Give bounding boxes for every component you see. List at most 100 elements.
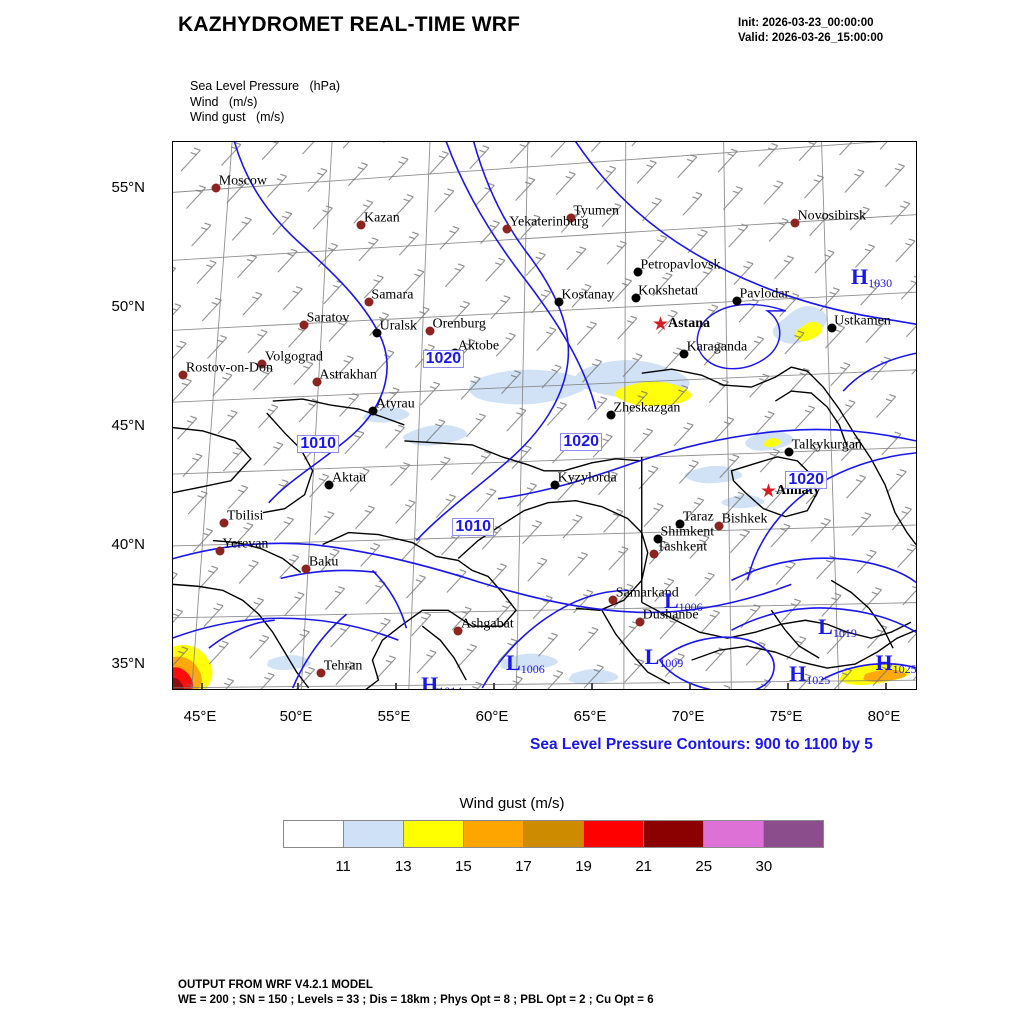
city-label: Ustkamen	[834, 313, 891, 329]
city-marker-astrakhan[interactable]: Astrakhan	[312, 368, 377, 387]
latitude-tick-label: 40°N	[111, 536, 145, 553]
city-marker-taraz[interactable]: Taraz	[675, 510, 714, 529]
low-pressure-center: L1006	[664, 588, 703, 615]
city-marker-kyzylorda[interactable]: Kyzylorda	[550, 471, 617, 490]
city-dot-icon	[790, 218, 800, 228]
colorbar-band-4	[523, 821, 583, 847]
city-marker-bishkek[interactable]: Bishkek	[714, 512, 767, 531]
city-marker-orenburg[interactable]: Orenburg	[425, 317, 486, 336]
city-marker-zheskazgan[interactable]: Zheskazgan	[606, 400, 680, 420]
city-dot-icon	[364, 297, 374, 307]
weather-map[interactable]: Moscow Kazan Tyumen Yekaterinburg Novosibirs…	[172, 141, 917, 690]
city-marker-volgograd[interactable]: Volgograd	[257, 350, 323, 369]
pressure-center-symbol: L	[818, 614, 833, 640]
city-marker-uralsk[interactable]: Uralsk	[372, 319, 417, 338]
city-marker-rostov-on-don[interactable]: Rostov-on-Don	[178, 360, 273, 380]
contour-label: 1010	[452, 517, 494, 536]
city-dot-icon	[827, 323, 837, 333]
city-dot-icon	[606, 410, 616, 420]
city-marker-tehran[interactable]: Tehran	[316, 659, 362, 678]
pressure-center-value: 1019	[832, 626, 857, 641]
city-marker-kazan[interactable]: Kazan	[356, 211, 400, 230]
city-label: Ashgabat	[460, 616, 514, 632]
city-dot-icon	[211, 183, 221, 193]
graticule	[173, 142, 916, 689]
city-dot-icon	[324, 480, 334, 490]
city-dot-icon	[608, 595, 618, 605]
city-marker-atyrau[interactable]: Atyrau	[368, 397, 415, 416]
city-marker-samara[interactable]: Samara	[364, 288, 413, 307]
variable-list: Sea Level Pressure (hPa) Wind (m/s) Wind…	[190, 79, 341, 124]
city-marker-ustkamen[interactable]: Ustkamen	[827, 313, 891, 333]
colorbar-title: Wind gust (m/s)	[459, 795, 565, 812]
page-title: KAZHYDROMET REAL-TIME WRF	[178, 13, 521, 36]
city-dot-icon	[425, 326, 435, 336]
city-label: Yerevan	[222, 536, 269, 552]
lon-tick-65	[591, 683, 593, 689]
city-label: Talkykurgan	[791, 437, 862, 453]
footer-line-2: WE = 200 ; SN = 150 ; Levels = 33 ; Dis …	[178, 994, 654, 1006]
city-marker-shimkent[interactable]: Shimkent	[653, 524, 714, 544]
pressure-center-symbol: H	[789, 660, 807, 686]
city-label: Tashkent	[656, 539, 708, 555]
city-label: Novosibirsk	[797, 208, 867, 224]
pressure-center-symbol: H	[850, 263, 869, 289]
colorbar-tick-label: 17	[515, 858, 532, 875]
city-dot-icon	[453, 626, 463, 636]
lon-tick-45	[201, 683, 203, 689]
low-pressure-center: L1006	[506, 650, 545, 677]
pressure-center-value: 1025	[806, 672, 831, 687]
city-dot-icon	[635, 617, 645, 627]
longitude-tick-label: 60°E	[475, 708, 509, 725]
city-dot-icon	[653, 534, 663, 544]
latitude-tick-label: 55°N	[111, 179, 145, 196]
city-label: Zheskazgan	[613, 400, 681, 416]
city-marker-yekaterinburg[interactable]: Yekaterinburg	[502, 215, 588, 234]
colorbar-band-8	[763, 821, 823, 847]
city-dot-icon	[372, 328, 382, 338]
lon-tick-60	[493, 683, 495, 689]
pressure-center-value: 1009	[659, 656, 684, 671]
lon-tick-55	[395, 683, 397, 689]
city-marker-karaganda[interactable]: Karaganda	[679, 339, 747, 359]
city-label: Samara	[371, 287, 414, 303]
city-label: Karaganda	[686, 339, 748, 355]
contour-label: 1020	[785, 471, 827, 490]
city-marker-tashkent[interactable]: Tashkent	[649, 539, 707, 559]
colorbar-tick-label: 11	[335, 858, 351, 875]
longitude-tick-label: 65°E	[573, 708, 607, 725]
city-label: Kyzylorda	[557, 470, 617, 486]
city-marker-talkykurgan[interactable]: Talkykurgan	[784, 438, 862, 457]
city-marker-petropavlovsk[interactable]: Petropavlovsk	[633, 257, 720, 277]
wind-barb-field	[173, 142, 916, 689]
pressure-center-symbol: L	[644, 644, 660, 670]
city-label: Moscow	[218, 173, 267, 189]
city-marker-moscow[interactable]: Moscow	[211, 173, 267, 193]
city-marker-baku[interactable]: Baku	[301, 554, 338, 574]
longitude-tick-label: 50°E	[279, 708, 313, 725]
city-marker-saratov[interactable]: Saratov	[299, 310, 349, 330]
pressure-center-symbol: H	[421, 671, 439, 690]
contour-label: 1010	[297, 435, 339, 454]
pressure-center-symbol: H	[875, 649, 893, 675]
city-marker-tbilisi[interactable]: Tbilisi	[219, 509, 263, 528]
city-marker-novosibirsk[interactable]: Novosibirsk	[790, 209, 866, 228]
city-marker-kokshetau[interactable]: Kokshetau	[631, 283, 698, 303]
city-marker-tyumen[interactable]: Tyumen	[566, 204, 619, 223]
lon-tick-80	[885, 683, 887, 689]
city-marker-dushanbe[interactable]: Dushanbe	[635, 607, 699, 627]
city-label: Rostov-on-Don	[185, 360, 274, 376]
wind-gust-colorbar[interactable]	[283, 820, 824, 848]
city-marker-kostanay[interactable]: Kostanay	[554, 288, 614, 307]
city-marker-yerevan[interactable]: Yerevan	[215, 537, 268, 556]
city-marker-pavlodar[interactable]: Pavlodar	[732, 287, 789, 306]
city-marker-ashgabat[interactable]: Ashgabat	[453, 616, 514, 636]
contour-label: 1020	[422, 349, 465, 368]
city-dot-icon	[316, 668, 326, 678]
city-dot-icon	[631, 293, 641, 303]
city-marker-aktau[interactable]: Aktau	[324, 470, 366, 490]
valid-time: Valid: 2026-03-26_15:00:00	[738, 32, 884, 44]
city-marker-samarkand[interactable]: Samarkand	[608, 585, 679, 605]
colorbar-band-7	[703, 821, 763, 847]
forecast-timestamps: Init: 2026-03-23_00:00:00 Valid: 2026-03…	[738, 16, 883, 46]
